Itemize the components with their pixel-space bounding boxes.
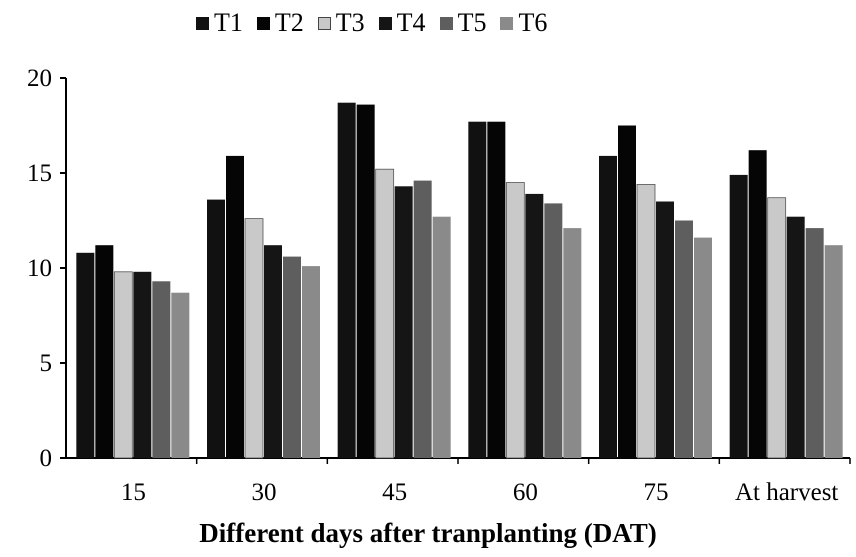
legend-label-t2: T2 — [274, 8, 304, 37]
bar-t5-4 — [544, 203, 563, 458]
legend-item-t6: T6 — [500, 8, 547, 38]
legend-swatch-t4 — [378, 16, 392, 30]
bar-t3-1 — [113, 271, 133, 459]
bar-t3-6 — [767, 197, 787, 459]
chart-tick-labels: 0 5 10 15 20 15 30 45 60 75 At harvest — [27, 65, 838, 506]
bar-t5-1 — [152, 281, 171, 458]
bar-t1-2 — [207, 199, 225, 458]
bar-t4-3 — [394, 186, 413, 459]
bar-t1-1 — [76, 252, 95, 458]
bar-t3-2 — [244, 218, 264, 459]
x-tick-label: At harvest — [735, 479, 838, 506]
bar-t2-6 — [748, 150, 767, 458]
y-tick-label: 15 — [27, 160, 52, 187]
legend-swatch-t5 — [439, 16, 453, 30]
legend-label-t1: T1 — [214, 8, 243, 37]
bar-t5-5 — [675, 220, 693, 458]
legend-item-t5: T5 — [439, 8, 487, 38]
bar-t2-2 — [226, 155, 244, 458]
bar-t1-3 — [337, 102, 356, 458]
legend-swatch-t6 — [500, 16, 514, 30]
y-tick-label: 20 — [27, 65, 52, 92]
y-tick-label: 0 — [40, 445, 53, 472]
bar-t6-3 — [432, 216, 451, 458]
x-tick-label: 15 — [121, 479, 146, 506]
legend-label-t6: T6 — [518, 8, 548, 37]
y-tick-label: 10 — [27, 255, 52, 282]
bar-t3-4 — [505, 182, 525, 459]
x-tick-label: 60 — [513, 479, 538, 506]
x-tick-label: 45 — [382, 479, 407, 506]
bar-t2-4 — [487, 121, 506, 458]
x-tick-label: 30 — [252, 479, 277, 506]
legend-swatch-t3 — [317, 16, 331, 30]
bar-t5-2 — [283, 256, 301, 458]
legend-item-t1: T1 — [196, 8, 243, 38]
x-tick-label: 75 — [644, 479, 669, 506]
legend-swatch-t2 — [256, 16, 270, 30]
bar-t1-6 — [729, 174, 748, 458]
bar-t1-4 — [468, 121, 487, 458]
legend-label-t5: T5 — [457, 8, 487, 37]
legend-label-t3: T3 — [335, 8, 365, 37]
bar-t6-6 — [824, 245, 843, 458]
bar-t3-5 — [636, 183, 656, 459]
legend-item-t2: T2 — [256, 8, 304, 38]
legend-label-t4: T4 — [396, 8, 426, 37]
chart-legend: T1 T2 T3 T4 T5 T6 — [196, 4, 547, 42]
bar-t6-4 — [563, 228, 582, 458]
bar-t4-5 — [656, 201, 674, 458]
bar-t4-4 — [525, 193, 544, 458]
bar-t5-3 — [413, 180, 432, 458]
bar-t4-2 — [264, 245, 282, 458]
x-axis-title: Different days after tranplanting (DAT) — [199, 518, 657, 548]
chart-bars — [76, 102, 843, 459]
bar-t4-6 — [786, 216, 805, 458]
legend-swatch-t1 — [196, 16, 209, 30]
bar-t5-6 — [805, 228, 824, 458]
bar-t6-5 — [694, 237, 712, 458]
legend-item-t3: T3 — [317, 8, 365, 38]
chart-axes — [60, 77, 851, 464]
bar-t2-1 — [95, 245, 114, 458]
bar-t6-1 — [171, 292, 190, 458]
bar-t4-1 — [133, 271, 152, 458]
y-tick-label: 5 — [40, 350, 53, 377]
bar-t3-3 — [375, 168, 395, 459]
bar-t2-5 — [618, 125, 636, 458]
legend-item-t4: T4 — [378, 8, 426, 38]
bar-t6-2 — [302, 266, 320, 458]
bar-t1-5 — [599, 155, 617, 458]
bar-t2-3 — [356, 104, 375, 458]
